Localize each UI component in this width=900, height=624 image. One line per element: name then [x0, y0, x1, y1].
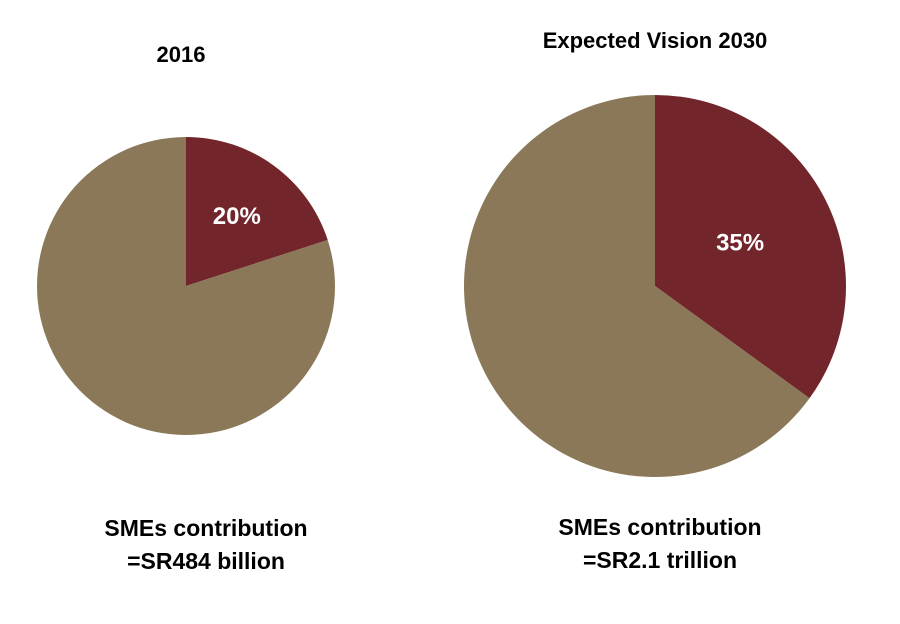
chart-2030-caption-line-2: =SR2.1 trillion: [583, 547, 737, 573]
pie-1-label-smes: 35%: [716, 230, 764, 257]
pie-0-label-smes: 20%: [213, 203, 261, 230]
pie-1-slice-other: [463, 95, 810, 477]
pie-0-slice-other: [37, 137, 336, 436]
pie-1-slice-smes: [655, 95, 846, 399]
chart-2016-pie: 20%: [37, 136, 336, 436]
chart-2016-caption-line-1: SMEs contribution: [104, 515, 307, 541]
chart-2016: 2016 20% SMEs contribution =SR484 billio…: [37, 42, 336, 574]
chart-2016-title: 2016: [157, 42, 206, 67]
chart-2016-caption-line-2: =SR484 billion: [127, 548, 285, 574]
chart-2030-pie: 35%: [463, 95, 846, 477]
chart-2030-caption-line-1: SMEs contribution: [558, 514, 761, 540]
chart-2030: Expected Vision 2030 35% SMEs contributi…: [463, 28, 846, 573]
chart-2030-title: Expected Vision 2030: [543, 28, 768, 53]
pie-0-slice-smes: [186, 136, 328, 286]
